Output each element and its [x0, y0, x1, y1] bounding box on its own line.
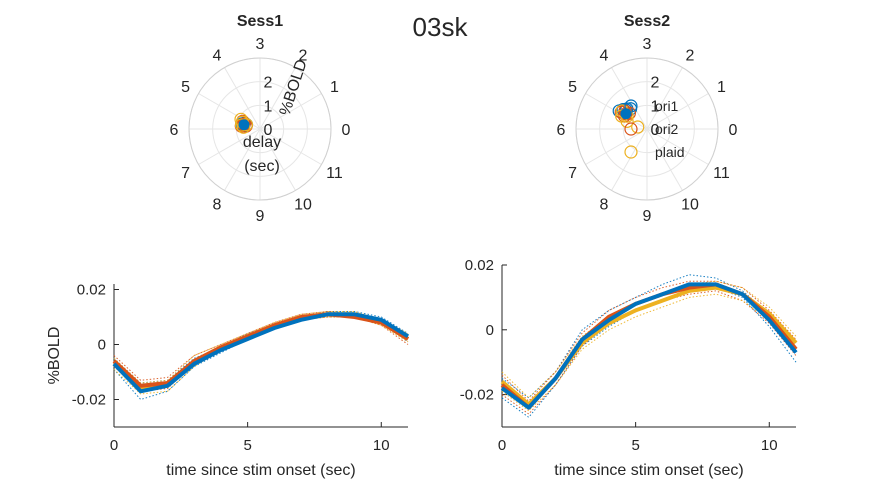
scatter-point-plaid: [631, 120, 645, 134]
run-trace-ori2: [113, 310, 409, 381]
polar-grid-spoke: [259, 93, 322, 130]
run-trace-plaid: [501, 280, 797, 399]
theta-tick-label: 6: [557, 122, 566, 139]
x-tick-label: 0: [110, 437, 118, 454]
r-tick-label: 0: [264, 122, 273, 139]
y-tick-label: -0.02: [460, 387, 494, 404]
theta-tick-label: 2: [299, 48, 308, 65]
polar-outer-ring: [575, 57, 719, 201]
x-tick-label: 0: [498, 437, 506, 454]
x-tick-label: 10: [761, 437, 778, 454]
legend-label-plaid: plaid: [655, 144, 685, 160]
legend-label-ori1: ori1: [655, 98, 679, 114]
theta-tick-label: 7: [568, 165, 577, 182]
polar-grid-spoke: [646, 128, 709, 165]
polar-grid-spoke: [259, 128, 322, 165]
x-tick-label: 5: [243, 437, 251, 454]
theta-tick-label: 9: [256, 208, 265, 225]
polar-grid-spoke: [646, 128, 683, 191]
theta-tick-label: 5: [181, 79, 190, 96]
theta-tick-label: 10: [681, 196, 699, 213]
r-tick-label: 2: [264, 75, 273, 92]
r-tick-label: 1: [651, 98, 660, 115]
polar-outer-ring: [188, 57, 332, 201]
y-tick-label: 0.02: [77, 282, 106, 299]
theta-tick-label: 8: [600, 196, 609, 213]
r-tick-label: 0: [651, 122, 660, 139]
polar-plot-sess1: 0 1 2 3 4 5 6 7 8 9 10 11 0 1 2 Sess1 %BOLD delay (sec): [170, 13, 351, 225]
legend-marker-ori1: [624, 99, 638, 113]
r-tick-label: 1: [264, 98, 273, 115]
polar-grid-spoke: [646, 67, 683, 130]
polar-grid-spoke: [259, 128, 296, 191]
polar-plot-sess2: 0 1 2 3 4 5 6 7 8 9 10 11 0 1 2 Sess2 ori1 ori2 plaid: [557, 13, 738, 225]
y-tick-label: 0: [98, 337, 106, 354]
theta-axis-label-line1: delay: [243, 134, 281, 151]
legend-label-ori2: ori2: [655, 121, 679, 137]
theta-tick-label: 3: [643, 36, 652, 53]
x-axis-label: time since stim onset (sec): [166, 462, 355, 479]
x-tick-label: 10: [373, 437, 390, 454]
run-trace-ori1: [501, 274, 797, 399]
theta-tick-label: 3: [256, 36, 265, 53]
theta-tick-label: 1: [330, 79, 339, 96]
polar-grid-spoke: [224, 67, 261, 130]
series-line-ori1: [500, 282, 798, 410]
x-tick-label: 5: [631, 437, 639, 454]
theta-tick-label: 5: [568, 79, 577, 96]
theta-tick-label: 2: [686, 48, 695, 65]
series-line-ori2: [112, 312, 410, 388]
run-trace-plaid: [501, 293, 797, 412]
theta-tick-label: 1: [717, 79, 726, 96]
series-line-plaid: [112, 312, 410, 391]
subplot-title: Sess1: [237, 13, 283, 30]
theta-tick-label: 4: [600, 48, 609, 65]
theta-tick-label: 4: [213, 48, 222, 65]
y-tick-label: 0: [486, 322, 494, 339]
polar-grid-spoke: [585, 128, 648, 165]
polar-grid-spoke: [198, 128, 261, 165]
mean-marker: [238, 119, 250, 131]
y-tick-label: -0.02: [72, 392, 106, 409]
figure-title: 03sk: [413, 12, 469, 42]
y-axis-label: %BOLD: [46, 327, 63, 385]
theta-tick-label: 10: [294, 196, 312, 213]
theta-tick-label: 11: [326, 165, 343, 182]
theta-tick-label: 0: [342, 122, 351, 139]
run-trace-ori1: [113, 311, 409, 384]
polar-grid-spoke: [611, 67, 648, 130]
theta-tick-label: 6: [170, 122, 179, 139]
theta-axis-label-line2: (sec): [244, 158, 280, 175]
theta-tick-label: 7: [181, 165, 190, 182]
run-trace-plaid: [113, 311, 409, 384]
subplot-title: Sess2: [624, 13, 670, 30]
line-plot-sess1: 0 5 10 -0.02 0 0.02 time since stim onset (sec…: [46, 282, 410, 479]
series-line-ori1: [112, 312, 410, 394]
polar-grid-spoke: [259, 67, 296, 130]
y-tick-label: 0.02: [465, 257, 494, 274]
theta-tick-label: 9: [643, 208, 652, 225]
x-axis-label: time since stim onset (sec): [554, 462, 743, 479]
polar-grid-spoke: [646, 93, 709, 130]
line-plot-sess2: 0 5 10 -0.02 0 0.02 time since stim onset (sec…: [460, 257, 798, 479]
theta-tick-label: 11: [713, 165, 730, 182]
r-axis-label: %BOLD: [277, 57, 311, 117]
theta-tick-label: 0: [729, 122, 738, 139]
polar-grid-spoke: [224, 128, 261, 191]
legend-marker-ori2: [624, 122, 638, 136]
theta-tick-label: 8: [213, 196, 222, 213]
r-tick-label: 2: [651, 75, 660, 92]
legend-marker-plaid: [624, 145, 638, 159]
polar-grid-spoke: [611, 128, 648, 191]
